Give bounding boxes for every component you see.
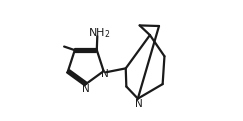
Text: N: N [101, 69, 109, 79]
Text: N: N [82, 84, 89, 94]
Text: N: N [135, 99, 142, 109]
Text: NH$_2$: NH$_2$ [88, 26, 110, 40]
